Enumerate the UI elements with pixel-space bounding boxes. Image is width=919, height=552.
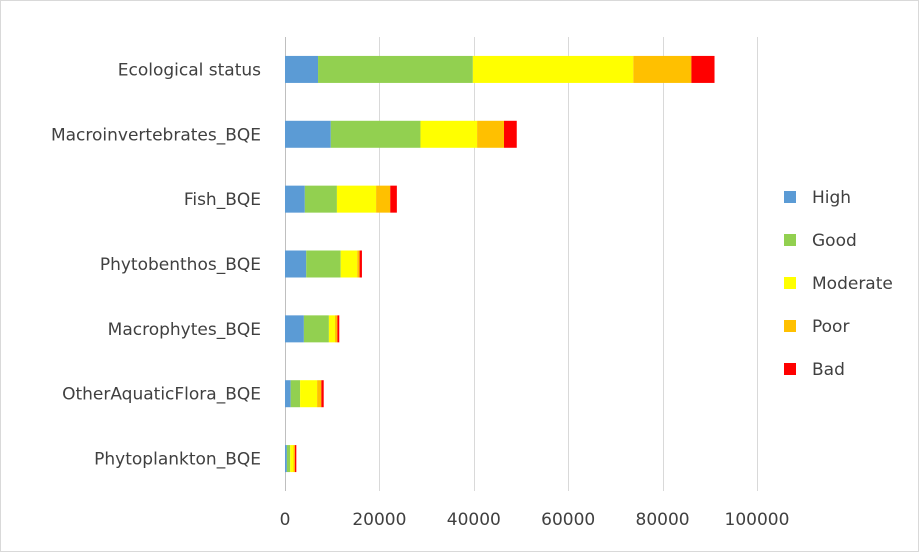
bar-moderate-2 (336, 185, 377, 213)
bar-good-3 (306, 250, 341, 278)
bar-poor-6 (293, 445, 295, 473)
x-tick-label: 80000 (636, 510, 690, 530)
bar-poor-2 (376, 185, 391, 213)
bar-moderate-5 (300, 380, 318, 408)
bar-moderate-4 (328, 315, 336, 343)
legend-label-high: High (812, 188, 851, 208)
legend-label-bad: Bad (812, 360, 845, 380)
x-tick-label: 0 (280, 510, 291, 530)
category-label: Macrophytes_BQE (108, 320, 261, 340)
bar-high-2 (285, 185, 305, 213)
bar-good-1 (330, 120, 421, 148)
x-tick-label: 40000 (447, 510, 501, 530)
bar-bad-3 (359, 250, 362, 278)
bar-moderate-3 (340, 250, 358, 278)
bar-poor-5 (317, 380, 322, 408)
bar-high-3 (285, 250, 307, 278)
bar-poor-1 (477, 120, 505, 148)
bar-bad-1 (504, 120, 517, 148)
bar-bad-0 (691, 55, 715, 83)
legend: High Good Moderate Poor Bad (784, 188, 893, 380)
legend-label-moderate: Moderate (812, 274, 893, 294)
bar-high-6 (285, 445, 287, 473)
bar-bad-6 (294, 445, 297, 473)
bar-good-5 (290, 380, 301, 408)
category-label: Macroinvertebrates_BQE (51, 125, 261, 145)
bar-poor-4 (335, 315, 338, 343)
x-tick-label: 100000 (725, 510, 790, 530)
gridlines (379, 37, 758, 491)
category-label: Phytoplankton_BQE (94, 450, 261, 470)
legend-swatch-poor (784, 320, 796, 332)
legend-label-good: Good (812, 231, 857, 251)
bar-good-4 (303, 315, 329, 343)
bar-bad-4 (337, 315, 340, 343)
category-label: Ecological status (118, 60, 261, 80)
bar-good-6 (286, 445, 291, 473)
category-label: OtherAquaticFlora_BQE (62, 385, 261, 405)
category-label: Phytobenthos_BQE (100, 255, 261, 275)
bar-moderate-6 (290, 445, 294, 473)
bar-high-0 (285, 55, 319, 83)
bar-bad-2 (390, 185, 397, 213)
bar-high-4 (285, 315, 304, 343)
bar-poor-3 (357, 250, 360, 278)
legend-swatch-high (784, 191, 796, 203)
legend-swatch-good (784, 234, 796, 246)
bar-bad-5 (321, 380, 324, 408)
x-tick-label: 60000 (541, 510, 595, 530)
category-label: Fish_BQE (184, 190, 261, 210)
x-tick-label: 20000 (352, 510, 406, 530)
legend-label-poor: Poor (812, 317, 849, 337)
bar-moderate-0 (472, 55, 634, 83)
bar-good-0 (318, 55, 473, 83)
bar-high-1 (285, 120, 331, 148)
bars (285, 55, 715, 473)
bar-moderate-1 (420, 120, 478, 148)
bar-poor-0 (633, 55, 692, 83)
legend-swatch-bad (784, 363, 796, 375)
bar-good-2 (304, 185, 337, 213)
bar-high-5 (285, 380, 291, 408)
legend-swatch-moderate (784, 277, 796, 289)
